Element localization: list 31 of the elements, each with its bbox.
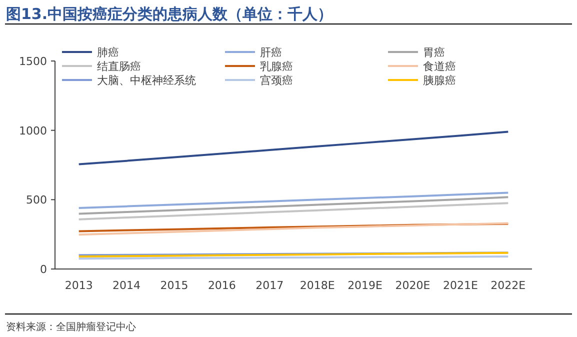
y-tick-label: 500 [26, 194, 47, 207]
legend-label: 结直肠癌 [97, 60, 141, 73]
x-tick-label: 2018E [300, 279, 335, 292]
x-tick-label: 2013 [64, 279, 93, 292]
y-tick-label: 1000 [19, 124, 47, 138]
line-series [78, 196, 510, 215]
legend-label: 大脑、中枢神经系统 [97, 74, 196, 87]
text: 资料来源：全国肿瘤登记中心 [6, 321, 136, 333]
x-tick-label: 2019E [348, 279, 383, 292]
line-series [78, 222, 510, 232]
line-series [78, 222, 510, 236]
legend-label: 胰腺癌 [423, 74, 456, 87]
line-series [78, 130, 510, 166]
x-tick-label: 2021E [442, 279, 478, 292]
legend-label: 肺癌 [97, 46, 119, 59]
x-tick-label: 2014 [112, 279, 141, 292]
x-tick-label: 2017 [256, 279, 284, 292]
x-tick-label: 2015 [160, 279, 188, 292]
legend-label: 肝癌 [260, 46, 282, 59]
y-tick-label: 1500 [19, 55, 47, 68]
legend-label: 胃癌 [423, 46, 445, 59]
x-tick-label: 2016 [208, 279, 236, 292]
chart-title: 图13.中国按癌症分类的患病人数（单位：千人） [6, 5, 333, 23]
line-series [78, 202, 510, 220]
legend-label: 乳腺癌 [260, 60, 293, 73]
x-tick-label: 2020E [395, 279, 430, 292]
x-tick-label: 2022E [490, 279, 526, 292]
line-series [78, 192, 510, 209]
y-tick-label: 0 [40, 263, 47, 276]
legend-label: 宫颈癌 [260, 74, 293, 87]
legend-label: 食道癌 [423, 60, 456, 73]
